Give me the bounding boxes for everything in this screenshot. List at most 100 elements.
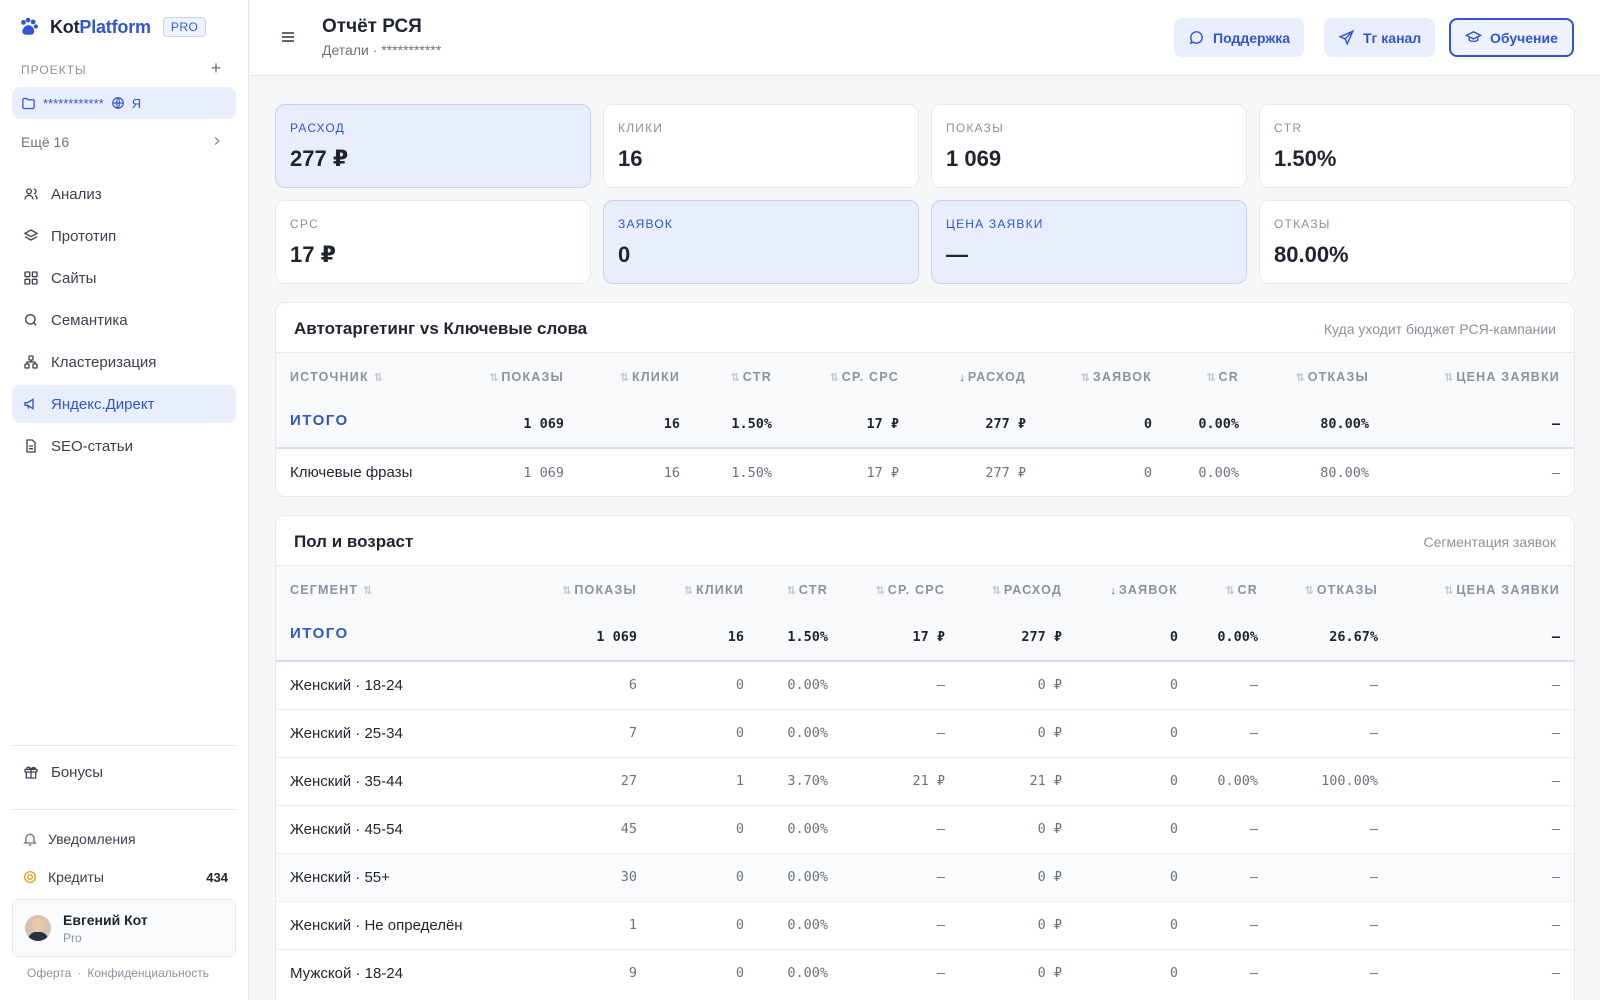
- table-cell: 27: [538, 756, 651, 805]
- cluster-icon: [24, 355, 38, 369]
- sort-icon: ⇅: [1444, 371, 1454, 384]
- column-header[interactable]: ⇅ CR: [1192, 566, 1272, 613]
- kpi-value: —: [946, 242, 968, 267]
- column-header[interactable]: ⇅ СР. CPC: [786, 353, 913, 400]
- table-cell: 0: [651, 852, 758, 901]
- privacy-link[interactable]: Конфиденциальность: [87, 966, 210, 980]
- table-cell: 100.00%: [1272, 756, 1392, 805]
- gender-age-panel: Пол и возраст Сегментация заявок СЕГМЕНТ…: [275, 515, 1575, 1000]
- table-cell: 21 ₽: [959, 756, 1076, 805]
- credits-label: Кредиты: [48, 869, 104, 885]
- sidebar-item-label: Яндекс.Директ: [51, 395, 155, 413]
- column-header[interactable]: ⇅ ОТКАЗЫ: [1272, 566, 1392, 613]
- column-header[interactable]: ⇅ ЦЕНА ЗАЯВКИ: [1392, 566, 1574, 613]
- kpi-label: ОТКАЗЫ: [1274, 217, 1331, 231]
- column-header[interactable]: ⇅ КЛИКИ: [578, 353, 694, 400]
- table-row[interactable]: Женский · 55+ 30 0 0.00% — 0 ₽ 0 — — —: [276, 852, 1574, 901]
- credits-item[interactable]: Кредиты 434: [12, 860, 236, 894]
- column-header[interactable]: ⇅ КЛИКИ: [651, 566, 758, 613]
- column-header[interactable]: ⇅ ПОКАЗЫ: [538, 566, 651, 613]
- notifications-item[interactable]: Уведомления: [12, 822, 236, 856]
- learning-button[interactable]: Обучение: [1449, 18, 1574, 57]
- project-item[interactable]: ************ Я: [12, 87, 236, 119]
- column-header[interactable]: ⇅ ПОКАЗЫ: [448, 353, 578, 400]
- yandex-label: Я: [131, 95, 142, 111]
- column-header[interactable]: СЕГМЕНТ ⇅: [276, 566, 538, 613]
- kpi-value: 16: [618, 146, 643, 171]
- column-header-label: CTR: [742, 369, 772, 384]
- sidebar-item-analysis[interactable]: Анализ: [12, 175, 236, 213]
- table-cell: —: [1272, 708, 1392, 757]
- table-row[interactable]: Женский · Не определён 1 0 0.00% — 0 ₽ 0…: [276, 900, 1574, 949]
- table-cell: 16: [651, 613, 758, 662]
- column-header-label: CR: [1218, 369, 1239, 384]
- column-header[interactable]: ↓ ЗАЯВОК: [1076, 566, 1192, 613]
- table-cell: 7: [538, 708, 651, 757]
- sort-icon: ⇅: [1080, 371, 1090, 384]
- table-row[interactable]: Мужской · 18-24 9 0 0.00% — 0 ₽ 0 — — —: [276, 948, 1574, 997]
- table-row[interactable]: Ключевые фразы 1 069 16 1.50% 17 ₽ 277 ₽…: [276, 447, 1574, 496]
- column-header[interactable]: ⇅ СР. CPC: [842, 566, 959, 613]
- sidebar-item-clustering[interactable]: Кластеризация: [12, 343, 236, 381]
- table-cell: 0 ₽: [959, 708, 1076, 757]
- kpi-card-lead-price: ЦЕНА ЗАЯВКИ —: [931, 200, 1247, 284]
- menu-icon[interactable]: [280, 30, 296, 44]
- brand[interactable]: KotPlatform PRO: [18, 16, 207, 38]
- kpi-card-impressions: ПОКАЗЫ 1 069: [931, 104, 1247, 188]
- column-header-label: CR: [1237, 582, 1258, 597]
- kpi-value: 0: [618, 242, 631, 267]
- kpi-card-bounces: ОТКАЗЫ 80.00%: [1259, 200, 1575, 284]
- bell-icon: [23, 833, 37, 846]
- sidebar-item-bonuses[interactable]: Бонусы: [12, 754, 236, 790]
- offer-link[interactable]: Оферта: [27, 966, 72, 980]
- chat-icon: [1189, 31, 1203, 45]
- coin-icon: [24, 871, 36, 883]
- brand-name-part2: Platform: [79, 16, 151, 37]
- kpi-value: 17 ₽: [290, 242, 336, 267]
- column-header[interactable]: ⇅ РАСХОД: [959, 566, 1076, 613]
- column-header[interactable]: ⇅ CTR: [758, 566, 842, 613]
- user-card[interactable]: Евгений Кот Pro: [12, 899, 236, 957]
- table-cell: 0.00%: [1192, 756, 1272, 805]
- table-cell: 21 ₽: [842, 756, 959, 805]
- kpi-value: 1.50%: [1274, 146, 1337, 171]
- telegram-button[interactable]: Tг канал: [1324, 18, 1436, 57]
- sidebar-item-sites[interactable]: Сайты: [12, 259, 236, 297]
- add-project-button[interactable]: +: [210, 58, 222, 78]
- sidebar-item-yandex-direct[interactable]: Яндекс.Директ: [12, 385, 236, 423]
- credits-count: 434: [206, 869, 228, 885]
- column-header[interactable]: ИСТОЧНИК ⇅: [276, 353, 448, 400]
- column-header[interactable]: ⇅ ЗАЯВОК: [1040, 353, 1166, 400]
- column-header[interactable]: ⇅ CR: [1166, 353, 1253, 400]
- column-header-label: ИСТОЧНИК: [290, 369, 369, 384]
- brand-name-part1: Kot: [50, 16, 80, 37]
- megaphone-icon: [24, 398, 34, 410]
- table-row[interactable]: Женский · 45-54 45 0 0.00% — 0 ₽ 0 — — —: [276, 804, 1574, 853]
- sidebar-item-seo-articles[interactable]: SEO-статьи: [12, 427, 236, 465]
- sidebar-item-prototype[interactable]: Прототип: [12, 217, 236, 255]
- sort-icon: ⇅: [875, 584, 885, 597]
- sidebar-item-semantics[interactable]: Семантика: [12, 301, 236, 339]
- column-header[interactable]: ⇅ ЦЕНА ЗАЯВКИ: [1383, 353, 1574, 400]
- support-button[interactable]: Поддержка: [1174, 18, 1305, 57]
- more-projects[interactable]: Ещё 16: [12, 126, 236, 158]
- sidebar-item-label: Анализ: [51, 185, 102, 203]
- table-cell: 1.50%: [694, 400, 786, 449]
- column-header[interactable]: ⇅ ОТКАЗЫ: [1253, 353, 1383, 400]
- table-row[interactable]: Женский · 35-44 27 1 3.70% 21 ₽ 21 ₽ 0 0…: [276, 756, 1574, 805]
- user-info: Евгений Кот Pro: [63, 912, 148, 945]
- panel-title: Автотаргетинг vs Ключевые слова: [294, 319, 588, 338]
- table-row[interactable]: Женский · 18-24 6 0 0.00% — 0 ₽ 0 — — —: [276, 660, 1574, 709]
- table-cell: —: [1192, 804, 1272, 853]
- table-row[interactable]: Женский · 25-34 7 0 0.00% — 0 ₽ 0 — — —: [276, 708, 1574, 757]
- column-header[interactable]: ↓ РАСХОД: [913, 353, 1040, 400]
- bonuses-label: Бонусы: [51, 763, 104, 781]
- table-cell: 0 ₽: [959, 900, 1076, 949]
- column-header[interactable]: ⇅ CTR: [694, 353, 786, 400]
- table-cell: 0: [1076, 756, 1192, 805]
- table-cell: 0: [651, 804, 758, 853]
- kpi-card-spend: РАСХОД 277 ₽: [275, 104, 591, 188]
- sidebar-item-label: Прототип: [51, 227, 117, 245]
- sort-icon: ⇅: [1225, 584, 1235, 597]
- table-cell: 0 ₽: [959, 804, 1076, 853]
